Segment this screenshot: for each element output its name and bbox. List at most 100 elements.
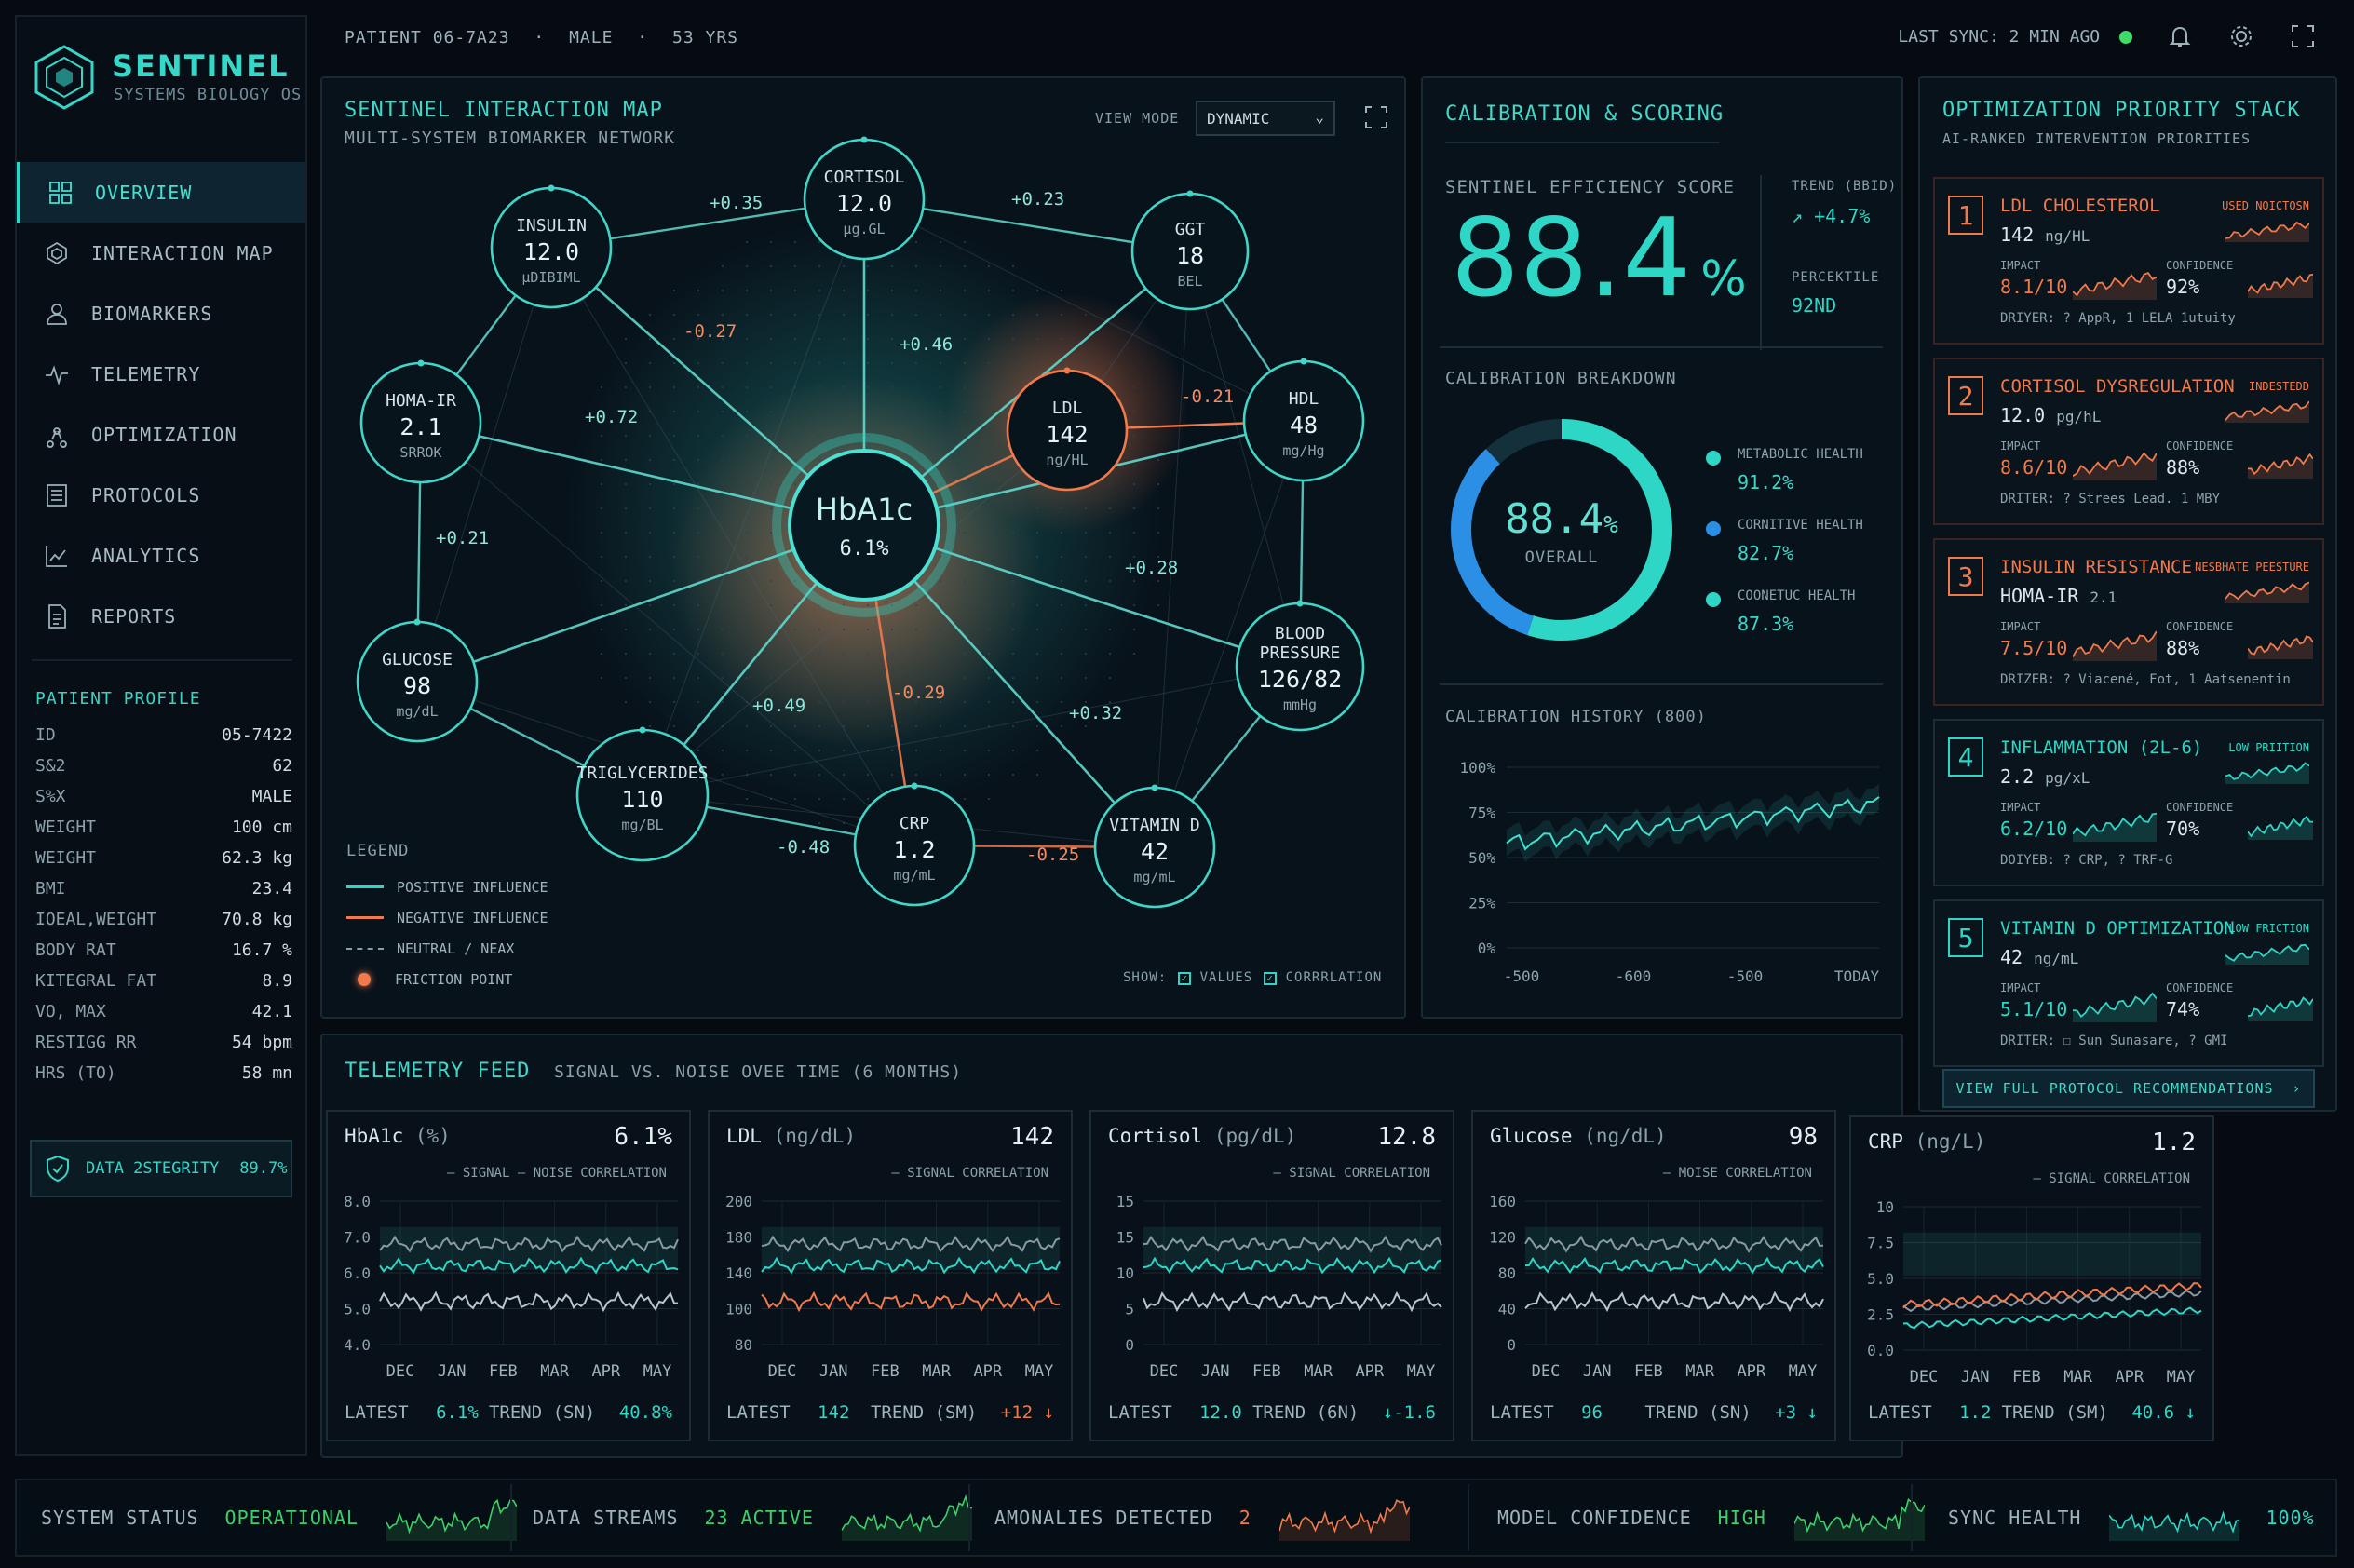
donut-center: 88.4% OVERALL xyxy=(1505,495,1618,567)
breakdown-list: METABOLIC HEALTH 91.2% CORNITIVE HEALTH 82.… xyxy=(1706,447,1863,659)
sidebar-item-optimization[interactable]: OPTIMIZATION xyxy=(17,404,305,465)
edge-weight-label: +0.23 xyxy=(1011,189,1064,210)
correlation-checkbox[interactable]: ✓ CORRRLATION xyxy=(1264,970,1382,985)
priority-name: LDL CHOLESTEROL xyxy=(2000,196,2160,216)
node-ldl[interactable]: LDL 142 ng/HL xyxy=(1006,367,1129,492)
sidebar-nav: OVERVIEW INTERACTION MAP BIOMARKERS TELEMET… xyxy=(17,162,305,646)
x-tick: JAN xyxy=(1961,1368,1990,1386)
sparkline xyxy=(2225,581,2309,603)
view-protocol-button[interactable]: VIEW FULL PROTOCOL RECOMMENDATIONS › xyxy=(1942,1069,2315,1108)
telemetry-chart: 160 120 80 40 0 DEC JAN FEB MAR APR MAY xyxy=(1489,1193,1824,1381)
network-icon xyxy=(47,241,67,264)
nav-label: BIOMARKERS xyxy=(91,302,213,325)
y-tick: 180 xyxy=(725,1229,752,1247)
priority-item[interactable]: 4 INFLAMMATION (2L-6) LOW PRIITION 2.2 pg/x… xyxy=(1933,719,2324,886)
sparkline xyxy=(2073,630,2157,661)
sparkline xyxy=(2248,815,2313,840)
priority-rank: 5 xyxy=(1948,918,1983,957)
node-ggt[interactable]: GGT 18 BEL xyxy=(1130,190,1250,311)
view-mode-select[interactable]: DYNAMIC ⌄ xyxy=(1196,101,1335,136)
confidence-label: CONFIDENCE xyxy=(2166,259,2234,272)
status-sparkline xyxy=(386,1498,517,1541)
history-x-tick: TODAY xyxy=(1834,967,1880,985)
x-tick: FEB xyxy=(489,1362,518,1381)
history-y-tick: 50% xyxy=(1468,849,1495,867)
y-tick: 0 xyxy=(1125,1336,1134,1354)
brand[interactable]: SENTINEL SYSTEMS BIOLOGY OS xyxy=(34,34,304,127)
sidebar-item-biomarkers[interactable]: BIOMARKERS xyxy=(17,283,305,344)
network-graph[interactable]: +0.35 +0.23 -0.27 +0.46 -0.21 +0.72 +0.21 +0.28… xyxy=(322,78,1408,1021)
node-crp[interactable]: CRP 1.2 mg/mL xyxy=(853,782,976,907)
status-sparkline xyxy=(841,1494,972,1541)
telemetry-card-glucose[interactable]: Glucose (ng/dL) 98 — MOISE CORRELATION LATE… xyxy=(1471,1110,1836,1441)
sidebar-item-analytics[interactable]: ANALYTICS xyxy=(17,525,305,586)
confidence-value: 88% xyxy=(2166,637,2200,659)
sidebar-item-overview[interactable]: OVERVIEW xyxy=(17,162,305,223)
priority-item[interactable]: 5 VITAMIN D OPTIMIZATION LOW FRICTION 42 ng… xyxy=(1933,899,2324,1067)
status-dot-icon xyxy=(1706,592,1721,607)
calibration-history-chart: 100% 75% 50% 25% 0% -500 -600 -500 TODAY xyxy=(1459,759,1880,985)
node-value: 12.0 xyxy=(523,238,579,265)
edge-weight-label: -0.27 xyxy=(683,321,737,342)
sidebar-item-protocols[interactable]: PROTOCOLS xyxy=(17,465,305,525)
status-bar xyxy=(15,1479,2337,1557)
bell-icon[interactable] xyxy=(2166,22,2194,50)
node-hdl[interactable]: HDL 48 mg/Hg xyxy=(1242,358,1365,482)
node-triglycerides[interactable]: TRIGLYCERIDES 110 mg/BL xyxy=(575,726,710,862)
impact-value: 6.2/10 xyxy=(2000,818,2068,840)
divider xyxy=(1911,1484,1913,1551)
gear-icon[interactable] xyxy=(2227,22,2255,50)
node-glucose[interactable]: GLUCOSE 98 mg/dL xyxy=(356,618,479,743)
priority-driver: DRIYER: ? AppR, 1 LELA 1utuity xyxy=(2000,311,2236,326)
y-tick: 5.0 xyxy=(344,1301,371,1318)
divider xyxy=(968,1484,970,1551)
priority-item[interactable]: 2 CORTISOL DYSREGULATION INDESTEDD 12.0 pg/… xyxy=(1933,358,2324,525)
card-legend: — SIGNAL CORRELATION xyxy=(1273,1166,1430,1181)
y-tick: 140 xyxy=(725,1264,752,1282)
y-tick: 10 xyxy=(1116,1264,1134,1282)
priority-name: CORTISOL DYSREGULATION xyxy=(2000,376,2235,397)
map-subtitle: MULTI-SYSTEM BIOMARKER NETWORK xyxy=(345,128,676,148)
node-value: 110 xyxy=(621,786,663,813)
edge-weight-label: +0.46 xyxy=(900,334,953,355)
percentile-value: 92ND xyxy=(1792,294,1837,317)
card-footer: LATEST 6.1% TREND (SN) 40.8% xyxy=(345,1402,672,1423)
y-tick: 80 xyxy=(735,1336,752,1354)
values-checkbox[interactable]: ✓ VALUES xyxy=(1178,970,1252,985)
card-value: 6.1% xyxy=(614,1123,672,1151)
x-tick: MAR xyxy=(540,1362,569,1381)
node-value: 2.1 xyxy=(399,413,441,440)
sidebar-item-reports[interactable]: REPORTS xyxy=(17,586,305,646)
node-cortisol[interactable]: CORTISOL 12.0 μg.GL xyxy=(803,136,926,261)
score-label: SENTINEL EFFICIENCY SCORE xyxy=(1445,177,1735,197)
card-legend: — SIGNAL CORRELATION xyxy=(2033,1171,2190,1186)
hba1c-center-node[interactable] xyxy=(788,449,940,602)
history-x-tick: -500 xyxy=(1504,967,1540,985)
expand-icon[interactable] xyxy=(1363,104,1389,130)
node-homa-ir[interactable]: HOMA-IR2.1 SRROK xyxy=(359,359,482,484)
confidence-label: CONFIDENCE xyxy=(2166,620,2234,633)
priority-value: 2.2 pg/xL xyxy=(2000,765,2090,788)
fullscreen-icon[interactable] xyxy=(2289,22,2317,50)
breakdown-item: COONETUC HEALTH 87.3% xyxy=(1706,588,1863,659)
node-value: 18 xyxy=(1176,242,1204,269)
edge-weight-label: -0.29 xyxy=(892,683,945,703)
node-vitamin-d[interactable]: VITAMIN D 42 mg/mL xyxy=(1093,784,1216,909)
data-integrity-badge[interactable]: DATA 2STEGRITY 89.7% xyxy=(30,1140,292,1197)
sidebar-item-interaction-map[interactable]: INTERACTION MAP xyxy=(17,223,305,283)
telemetry-card-crp[interactable]: CRP (ng/L) 1.2 — SIGNAL CORRELATION LATEST … xyxy=(1849,1115,2214,1441)
confidence-label: CONFIDENCE xyxy=(2166,981,2234,994)
node-unit: mg/Hg xyxy=(1282,442,1324,459)
grid-icon xyxy=(49,181,72,204)
priority-item[interactable]: 1 LDL CHOLESTEROL USED NOICTOSN 142 ng/HL IM… xyxy=(1933,177,2324,345)
priority-item[interactable]: 3 INSULIN RESISTANCE NESBHATE PEESTURE HOMA… xyxy=(1933,538,2324,706)
telemetry-card-ldl[interactable]: LDL (ng/dL) 142 — SIGNAL CORRELATION LATEST… xyxy=(708,1110,1073,1441)
priority-rank: 3 xyxy=(1948,557,1983,596)
telemetry-card-hba1c[interactable]: HbA1c (%) 6.1% — SIGNAL — NOISE CORRELATIO… xyxy=(326,1110,691,1441)
sidebar-item-telemetry[interactable]: TELEMETRY xyxy=(17,344,305,404)
telemetry-card-cortisol[interactable]: Cortisol (pg/dL) 12.8 — SIGNAL CORRELATION… xyxy=(1089,1110,1454,1441)
node-name: GLUCOSE xyxy=(382,650,453,669)
legend-item: POSITIVE INFLUENCE xyxy=(346,872,548,902)
